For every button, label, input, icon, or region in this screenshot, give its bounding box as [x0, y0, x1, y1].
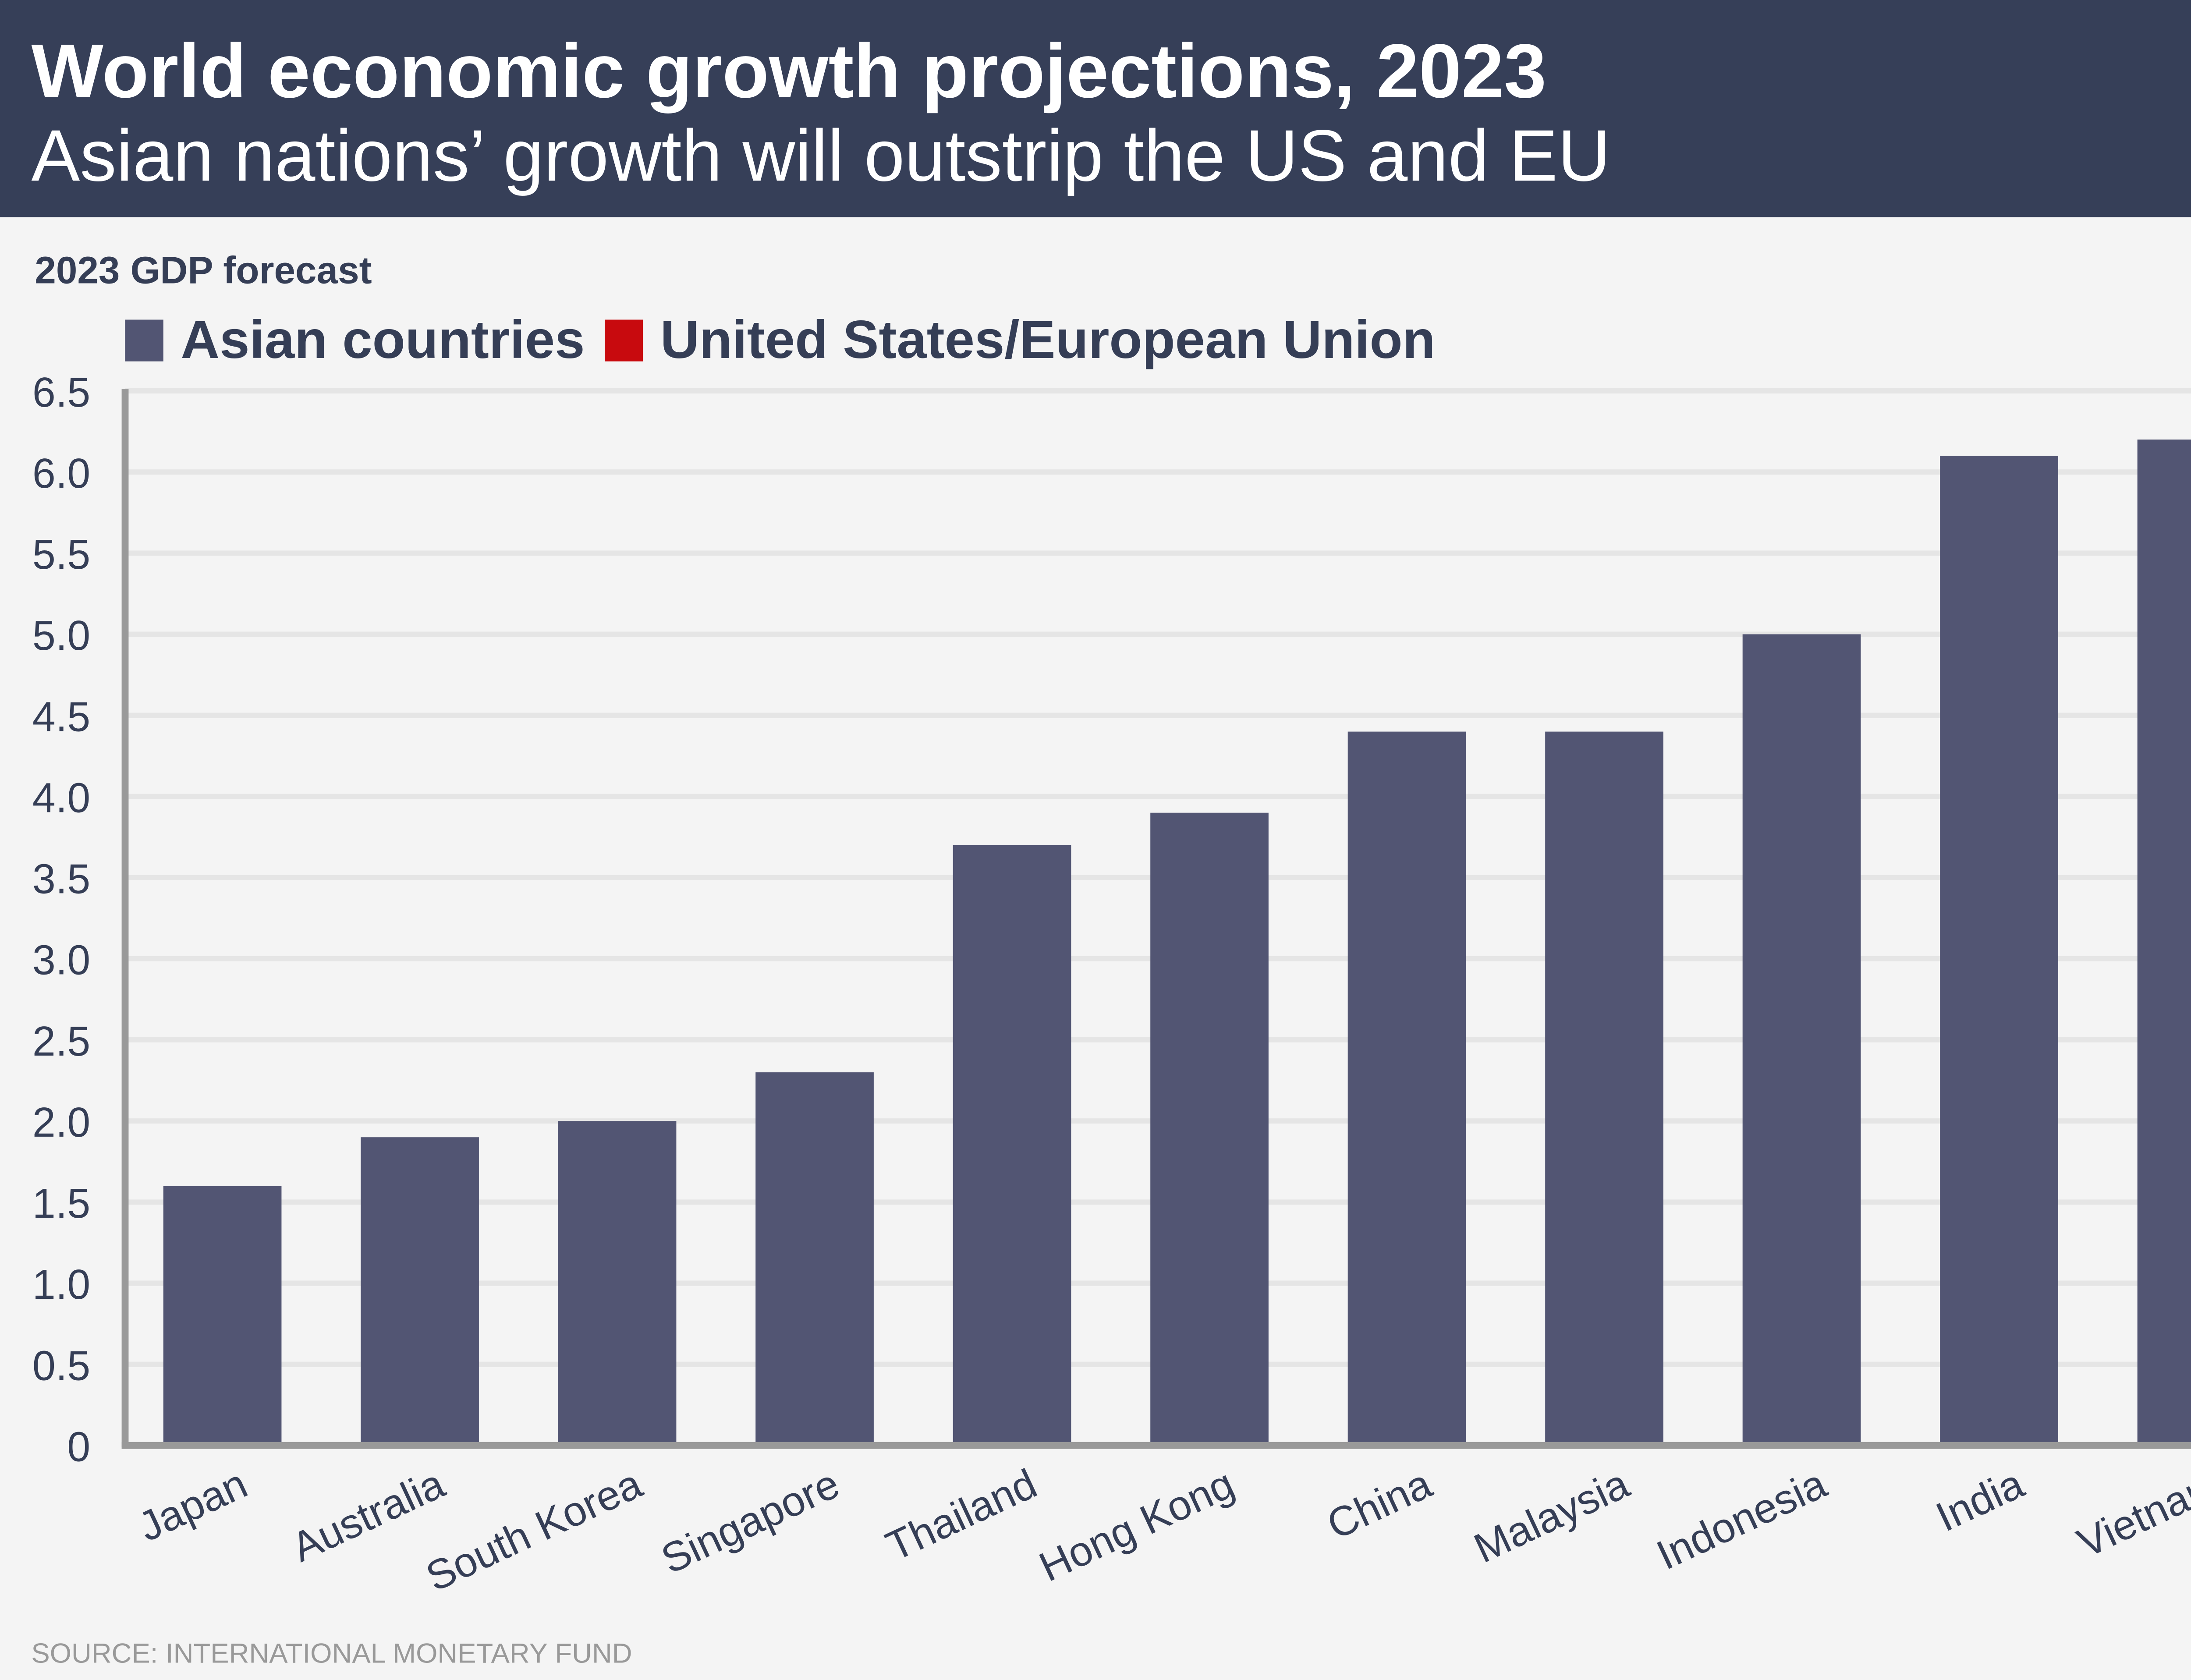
header: World economic growth projections, 2023 …	[0, 0, 2191, 217]
legend-label-asian: Asian countries	[181, 310, 585, 370]
y-tick-label: 4.5	[32, 694, 90, 740]
bar-australia	[361, 1137, 479, 1446]
bar-china	[1347, 731, 1466, 1446]
legend-swatch-asian	[125, 319, 163, 362]
bar-hong-kong	[1150, 812, 1269, 1446]
y-axis-tick-labels: 0 0.5 1.0 1.5 2.0 2.5 3.0 3.5 4.0 4.5 5.0 5.5 6.0 6.5	[32, 369, 90, 1471]
chart-subtitle: Asian nations’ growth will outstrip the …	[31, 115, 1610, 196]
y-tick-label: 1.5	[32, 1180, 90, 1227]
bar-vietnam	[2137, 439, 2191, 1446]
bar-south-korea	[558, 1121, 677, 1446]
bar-thailand	[953, 845, 1071, 1446]
bar-india	[1940, 456, 2058, 1446]
y-axis-label: 2023 GDP forecast	[35, 249, 372, 291]
y-tick-label: 5.0	[32, 613, 90, 659]
y-tick-label: 5.5	[32, 532, 90, 578]
y-tick-label: 2.0	[32, 1099, 90, 1146]
y-tick-label: 6.0	[32, 450, 90, 497]
legend: Asian countries United States/European U…	[125, 310, 1436, 370]
legend-label-us-eu: United States/European Union	[660, 310, 1436, 370]
source-note: SOURCE: INTERNATIONAL MONETARY FUND	[31, 1638, 632, 1669]
header-background	[0, 0, 2191, 217]
legend-swatch-us-eu	[605, 319, 643, 362]
legend-item-asian: Asian countries	[125, 310, 585, 370]
y-tick-label: 3.5	[32, 856, 90, 903]
bars	[163, 439, 2191, 1446]
y-tick-label: 0	[67, 1424, 90, 1470]
chart-title: World economic growth projections, 2023	[31, 28, 1546, 113]
y-tick-label: 1.0	[32, 1262, 90, 1308]
y-tick-label: 2.5	[32, 1018, 90, 1065]
legend-item-us-eu: United States/European Union	[605, 310, 1436, 370]
bar-indonesia	[1742, 634, 1861, 1446]
y-tick-label: 3.0	[32, 937, 90, 984]
y-tick-label: 4.0	[32, 775, 90, 821]
y-tick-label: 6.5	[32, 369, 90, 416]
bar-japan	[163, 1186, 282, 1446]
bar-singapore	[755, 1072, 874, 1446]
y-tick-label: 0.5	[32, 1343, 90, 1389]
bar-malaysia	[1545, 731, 1663, 1446]
